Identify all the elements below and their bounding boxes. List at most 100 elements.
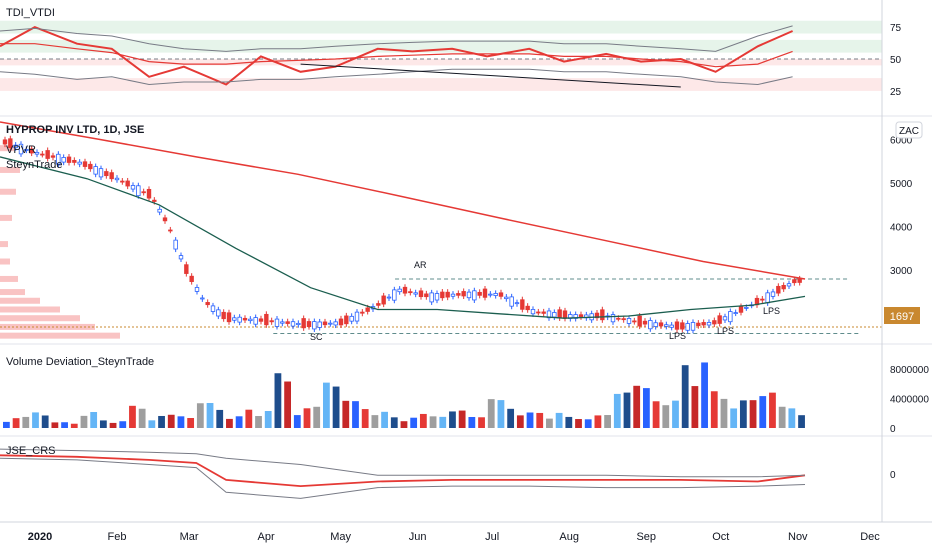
volume-bar: [749, 400, 757, 428]
volume-bar: [652, 401, 660, 428]
candle-body: [642, 320, 648, 325]
candle-body: [280, 321, 285, 324]
candle-body: [424, 293, 429, 298]
vpvr-bar: [0, 145, 14, 152]
candle-body: [461, 291, 466, 297]
volume-bar: [390, 417, 398, 428]
volume-bar: [61, 422, 68, 428]
vpvr-bar: [0, 332, 120, 339]
currency-badge[interactable]: [895, 121, 923, 139]
candle-body: [552, 312, 557, 318]
candle-body: [333, 321, 338, 326]
candle-body: [210, 305, 216, 312]
volume-bar: [70, 423, 78, 428]
candle-body: [450, 293, 456, 297]
volume-bar: [342, 400, 350, 428]
volume-bar: [51, 422, 59, 428]
volume-tick-label: 0: [890, 424, 896, 435]
volume-bar: [410, 417, 418, 428]
volume-bar: [681, 365, 689, 428]
candle-body: [466, 291, 472, 299]
candle-body: [162, 217, 168, 222]
candle-body: [712, 320, 717, 325]
candle-body: [648, 320, 653, 330]
volume-bar: [206, 402, 214, 428]
price-tick-label: 5000: [890, 179, 913, 190]
x-axis-label: Aug: [559, 531, 579, 543]
volume-bars: [3, 362, 805, 428]
candle-body: [104, 171, 109, 177]
candle-body: [205, 302, 210, 306]
candle-body: [77, 161, 82, 165]
vpvr-bar: [0, 315, 80, 322]
candle-body: [18, 143, 24, 155]
x-axis-label: Mar: [180, 531, 199, 543]
candle-body: [125, 180, 130, 187]
volume-bar: [449, 411, 456, 428]
volume-bar: [371, 415, 379, 428]
candle-body: [664, 324, 669, 327]
vpvr-bar: [0, 166, 20, 173]
vpvr-label[interactable]: VPVR: [6, 144, 36, 156]
crs-title[interactable]: JSE_CRS: [6, 445, 56, 457]
volume-bar: [235, 416, 243, 428]
volume-bar: [129, 405, 136, 428]
candle-body: [765, 292, 770, 304]
volume-bar: [439, 416, 447, 428]
candle-body: [317, 321, 322, 328]
price-candles: [2, 135, 802, 334]
candle-body: [760, 298, 765, 301]
candle-body: [626, 318, 632, 324]
volume-bar: [332, 386, 340, 428]
candle-body: [722, 316, 728, 321]
candle-body: [744, 307, 749, 309]
candle-body: [349, 315, 354, 322]
volume-bar: [710, 391, 718, 428]
price-title[interactable]: HYPROP INV LTD, 1D, JSE: [6, 124, 144, 136]
candle-body: [248, 318, 253, 322]
price-pane[interactable]: [0, 118, 882, 342]
candle-body: [456, 293, 461, 296]
candle-body: [136, 185, 141, 197]
candle-body: [56, 153, 61, 165]
candle-body: [296, 322, 301, 326]
candle-body: [269, 320, 274, 323]
ar-label: AR: [414, 260, 427, 270]
candle-body: [146, 188, 152, 199]
volume-bar: [720, 398, 728, 428]
candle-body: [530, 309, 536, 315]
tdi-title[interactable]: TDI_VTDI: [6, 7, 55, 19]
volume-bar: [187, 418, 195, 428]
volume-bar: [759, 396, 767, 428]
candle-body: [680, 322, 685, 330]
price-tick-label: 3000: [890, 266, 913, 277]
volume-title[interactable]: Volume Deviation_SteynTrade: [6, 356, 154, 368]
volume-bar: [516, 415, 524, 428]
candle-body: [397, 288, 402, 293]
candle-body: [498, 292, 504, 297]
x-axis[interactable]: 2020 Feb Mar Apr May Jun Jul Aug Sep Oct Nov Dec: [28, 531, 881, 543]
candle-body: [328, 322, 333, 325]
tdi-tick-label: 50: [890, 55, 902, 66]
tdi-zone: [0, 59, 882, 66]
candle-body: [285, 321, 290, 324]
volume-bar: [177, 416, 185, 428]
candle-body: [434, 293, 440, 301]
candle-body: [717, 315, 722, 324]
candle-body: [8, 138, 13, 148]
candle-body: [184, 264, 189, 274]
candle-body: [173, 239, 178, 250]
candle-body: [408, 291, 413, 294]
vpvr-histogram: [0, 145, 120, 339]
candle-body: [194, 287, 200, 292]
ma50-line: [0, 156, 806, 319]
tdi-lines: [0, 25, 794, 88]
candle-body: [685, 323, 690, 331]
candle-body: [600, 309, 605, 321]
volume-bar: [536, 412, 544, 428]
steyntrade-label[interactable]: SteynTrade: [6, 159, 62, 171]
volume-bar: [22, 416, 30, 428]
volume-bar: [138, 408, 146, 428]
candle-body: [178, 255, 184, 260]
